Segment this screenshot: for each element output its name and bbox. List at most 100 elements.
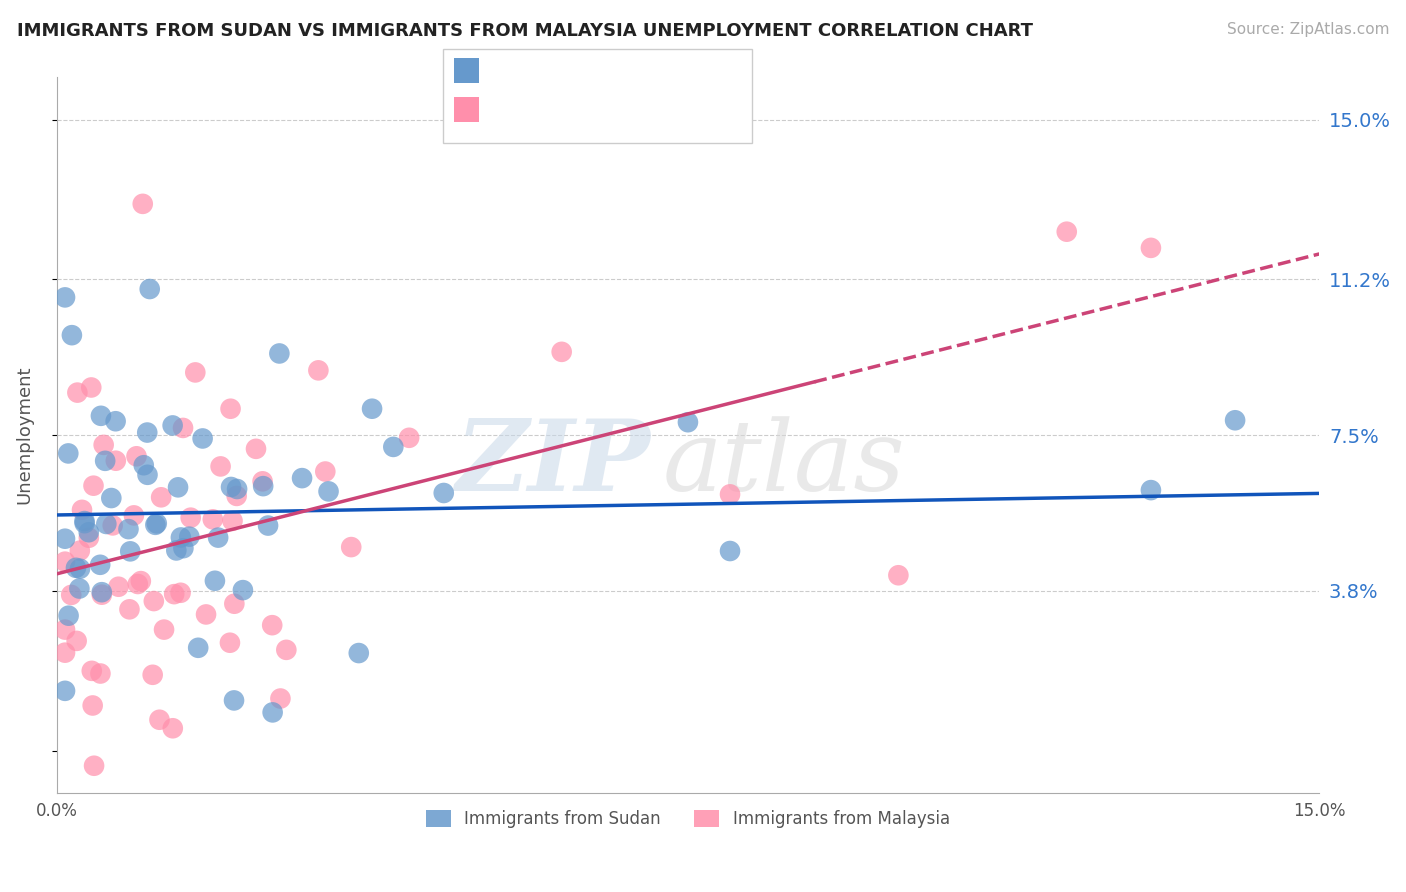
Point [77,531,100,545]
Point [262,618,284,632]
Point [232,583,254,598]
Point [148,713,170,727]
Point [887,568,910,582]
Point [142,594,165,608]
Point [117,522,139,536]
Point [207,531,229,545]
Point [101,518,124,533]
Point [382,440,405,454]
Point [179,530,201,544]
Point [187,640,209,655]
Point [314,465,336,479]
Point [104,414,127,428]
Point [433,486,456,500]
Point [129,574,152,588]
Point [66,633,89,648]
Point [162,721,184,735]
Point [77,525,100,540]
Point [80,380,103,394]
Point [125,450,148,464]
Point [153,623,176,637]
Point [132,197,155,211]
Point [269,691,291,706]
Point [361,401,384,416]
Point [94,454,117,468]
Text: ZIP: ZIP [456,416,650,512]
Point [53,555,76,569]
Point [307,363,329,377]
Point [60,588,83,602]
Text: atlas: atlas [662,416,905,511]
Point [70,503,93,517]
Point [73,516,96,531]
Point [262,706,284,720]
Point [195,607,218,622]
Y-axis label: Unemployment: Unemployment [15,366,32,504]
Point [138,282,160,296]
Point [340,540,363,554]
Point [1056,225,1078,239]
Point [172,421,194,435]
Point [718,487,741,501]
Point [224,597,246,611]
Point [90,409,112,423]
Point [53,290,76,304]
Point [219,480,242,494]
Point [226,482,249,496]
Point [89,666,111,681]
Point [191,432,214,446]
Point [83,478,105,492]
Point [122,508,145,523]
Point [58,608,80,623]
Point [67,582,90,596]
Point [1140,483,1163,497]
Point [167,480,190,494]
Point [172,541,194,556]
Point [69,543,91,558]
Point [107,580,129,594]
Point [150,491,173,505]
Point [69,562,91,576]
Point [142,667,165,681]
Point [219,401,242,416]
Point [398,431,420,445]
Point [104,454,127,468]
Point [225,489,247,503]
Point [170,531,193,545]
Point [257,518,280,533]
Point [550,344,572,359]
Point [127,577,149,591]
Point [93,438,115,452]
Point [291,471,314,485]
Point [136,467,159,482]
Legend: Immigrants from Sudan, Immigrants from Malaysia: Immigrants from Sudan, Immigrants from M… [419,803,956,834]
Point [65,561,87,575]
Point [1223,413,1246,427]
Point [60,328,83,343]
Point [169,586,191,600]
Point [53,683,76,698]
Point [201,512,224,526]
Point [252,479,274,493]
Point [318,484,340,499]
Point [180,510,202,524]
Point [100,491,122,505]
Point [718,544,741,558]
Point [269,346,291,360]
Point [82,698,104,713]
Point [118,602,141,616]
Point [90,585,112,599]
Point [221,514,243,528]
Point [132,458,155,473]
Text: R = 0.078   N = 59: R = 0.078 N = 59 [488,101,658,119]
Point [204,574,226,588]
Point [66,385,89,400]
Point [219,636,242,650]
Point [53,623,76,637]
Point [163,587,186,601]
Point [73,514,96,528]
Point [83,758,105,772]
Point [136,425,159,440]
Point [58,446,80,460]
Point [676,415,699,429]
